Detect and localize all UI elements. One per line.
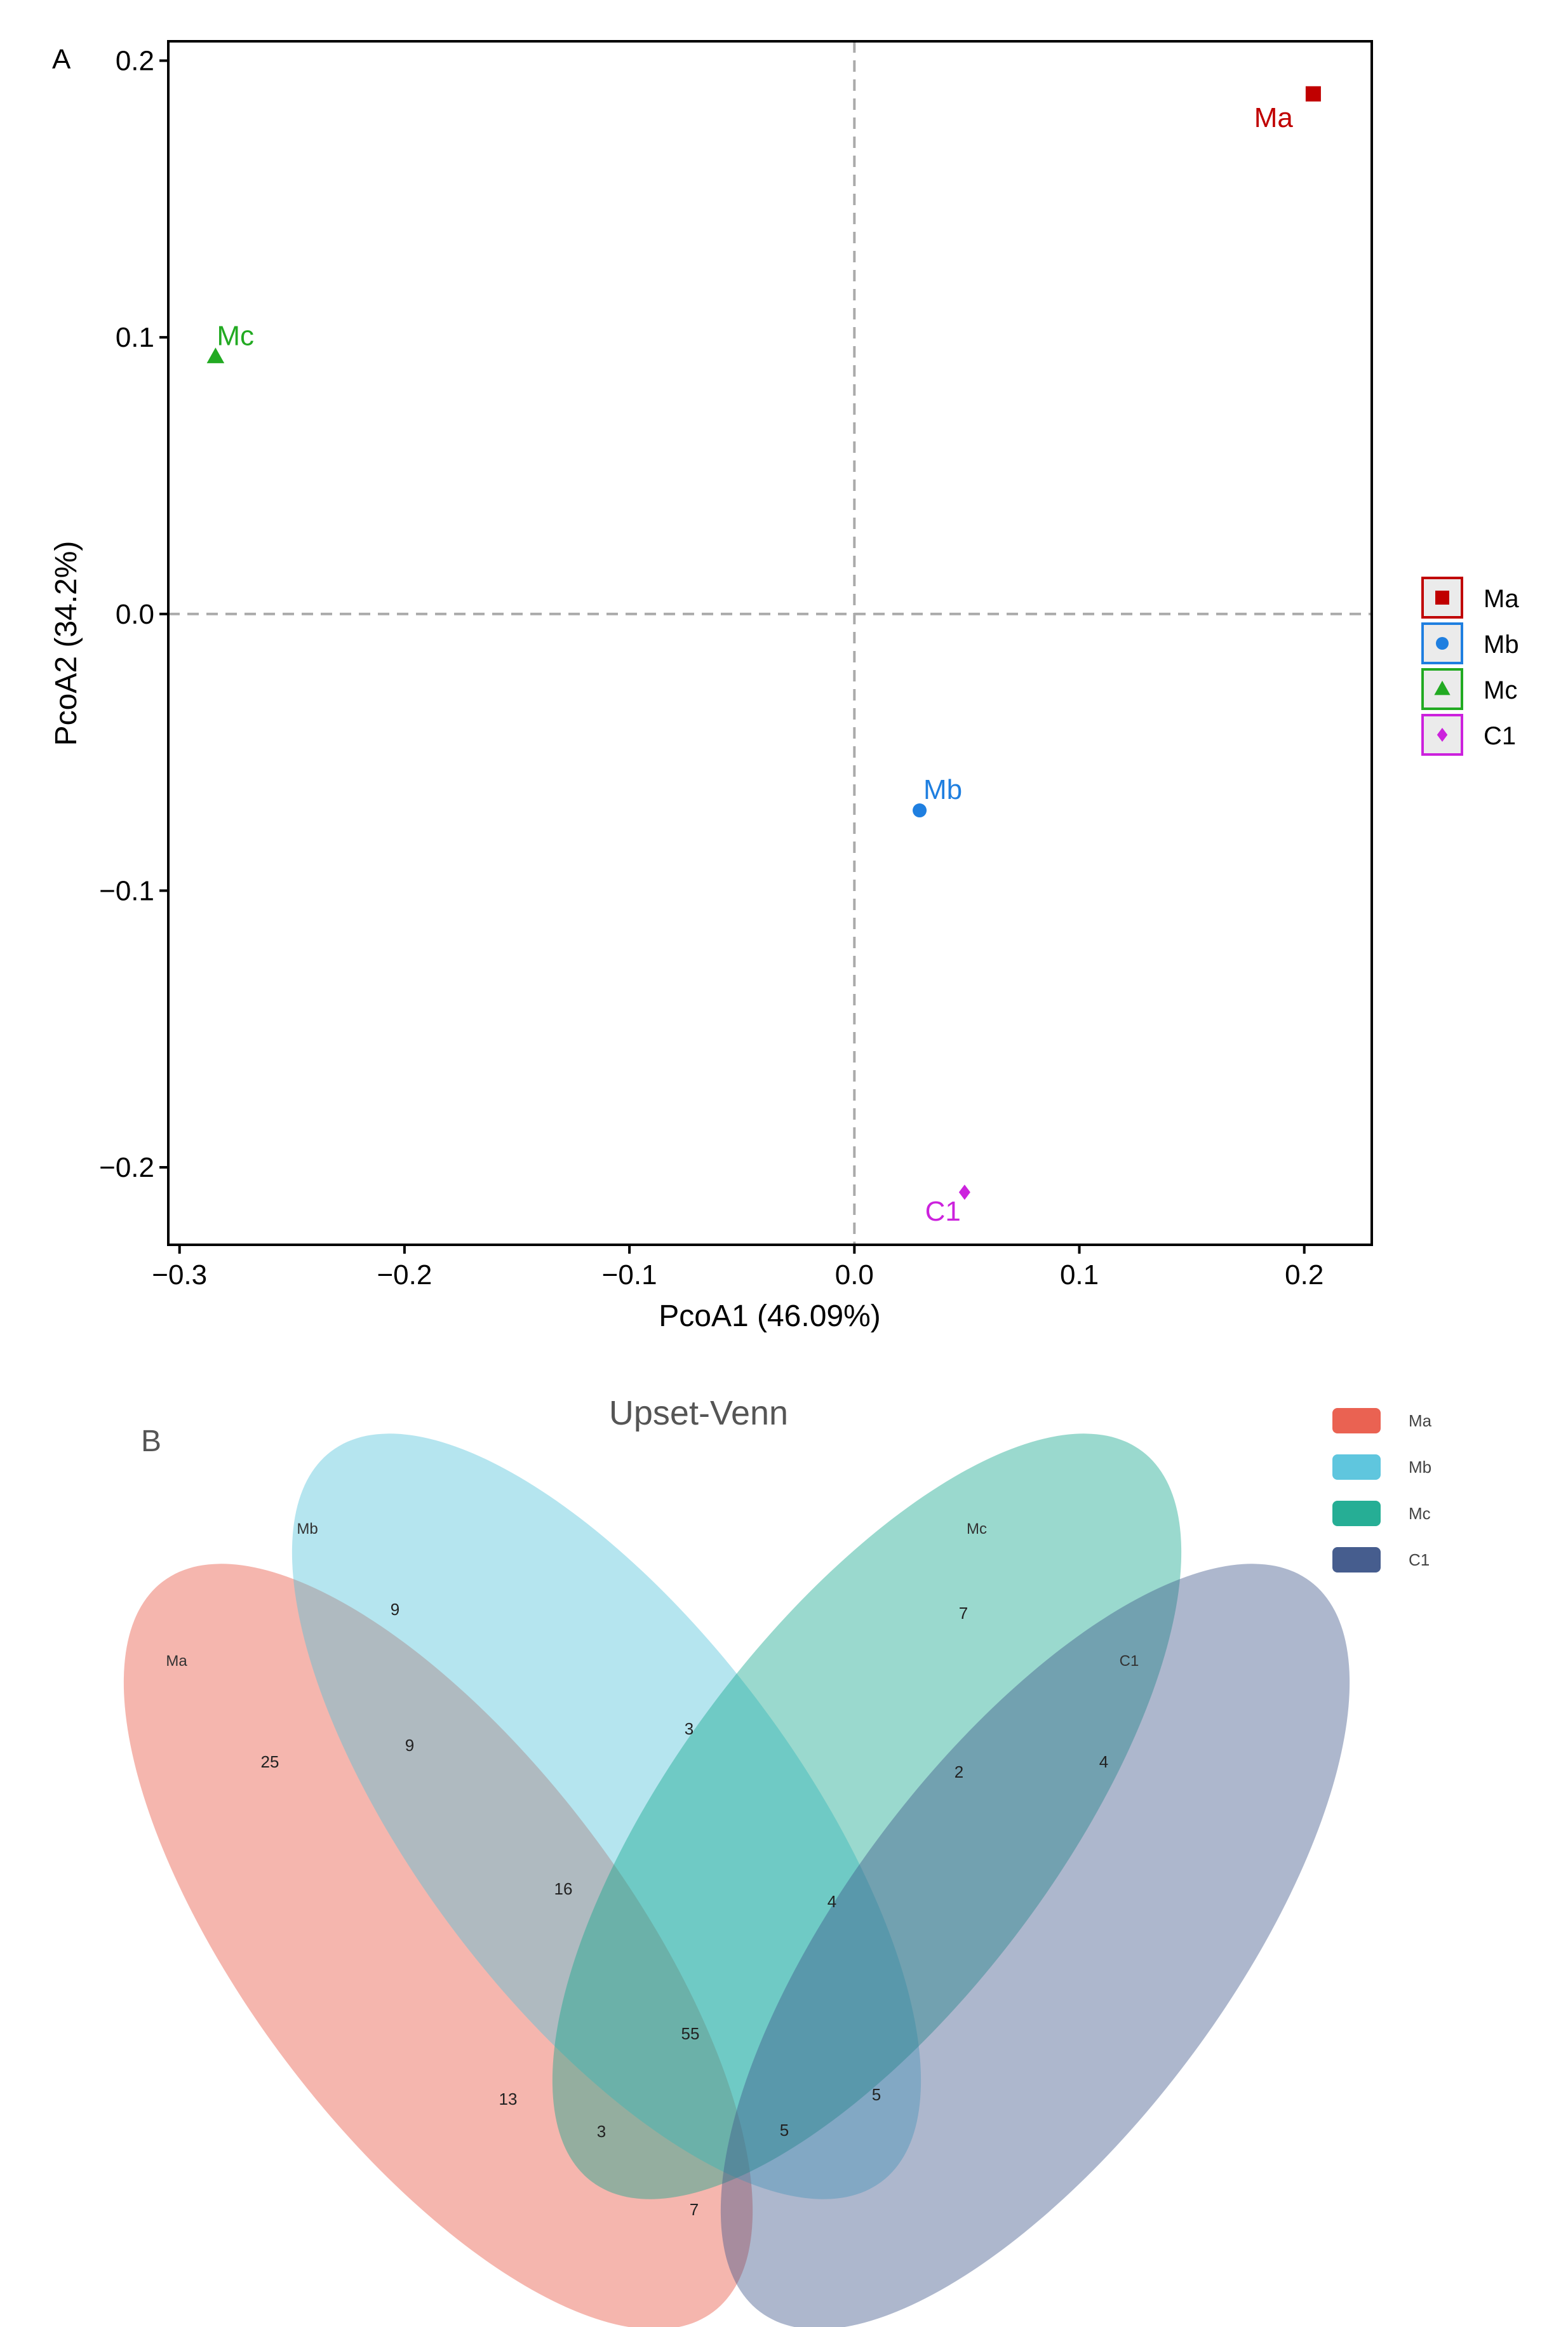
legend-marker-ma [1435,591,1449,605]
venn-count-mb-c1: 5 [872,2085,881,2104]
panel-label-a: A [52,44,71,75]
venn-legend-label-mc: Mc [1409,1504,1431,1523]
y-tick-label: −0.1 [99,875,154,906]
venn-count-ma-mb-mc: 16 [554,1879,573,1898]
venn-legend-swatch-ma [1332,1408,1381,1433]
venn-count-ma-c1: 7 [690,2200,699,2219]
venn-legend-swatch-c1 [1332,1547,1381,1573]
venn-title: Upset-Venn [609,1394,788,1432]
legend-marker-mb [1436,637,1449,650]
venn-count-mb-mc: 3 [685,1719,694,1738]
venn-count-mc: 7 [959,1604,968,1623]
pcoa-legend: Ma Mb Mc C1 [1421,577,1519,756]
x-tick-label: 0.2 [1285,1259,1323,1291]
point-label-mc: Mc [217,321,254,352]
y-axis-ticks: 0.2 0.1 0.0 −0.1 −0.2 [99,45,168,1183]
y-tick-label: −0.2 [99,1152,154,1183]
point-label-ma: Ma [1254,102,1294,133]
venn-legend-label-mb: Mb [1409,1458,1431,1477]
venn-ellipses [123,1433,1350,2327]
legend-label-mc: Mc [1484,676,1517,704]
venn-legend: Ma Mb Mc C1 [1332,1408,1432,1573]
venn-legend-swatch-mb [1332,1454,1381,1480]
x-tick-label: 0.0 [835,1259,874,1291]
x-tick-label: −0.3 [152,1259,207,1291]
reference-lines [168,41,1372,1245]
legend-label-mb: Mb [1484,631,1519,659]
x-tick-label: 0.1 [1060,1259,1099,1291]
x-tick-label: −0.1 [602,1259,657,1291]
venn-set-label-mc: Mc [967,1520,987,1538]
y-tick-label: 0.2 [116,45,154,76]
venn-count-ma-mb-c1: 5 [780,2121,789,2140]
point-mb [913,803,927,818]
venn-legend-label-ma: Ma [1409,1411,1432,1430]
venn-count-ma-mc-c1: 3 [597,2122,606,2141]
venn-count-ma: 25 [261,1752,279,1771]
y-axis-label: PcoA2 (34.2%) [50,541,83,746]
point-c1 [958,1184,970,1200]
legend-key-mb [1421,622,1463,664]
y-tick-label: 0.1 [116,322,154,353]
venn-ellipse-mb [291,1433,921,2199]
legend-label-ma: Ma [1484,585,1519,613]
venn-count-c1: 4 [1099,1752,1108,1771]
venn-ellipse-ma [123,1564,753,2327]
venn-legend-swatch-mc [1332,1501,1381,1526]
legend-marker-mc [1434,680,1451,695]
point-mc [206,347,225,363]
x-tick-label: −0.2 [377,1259,432,1291]
point-label-c1: C1 [925,1196,961,1227]
venn-set-label-ma: Ma [166,1653,187,1670]
panel-label-b: B [141,1425,161,1458]
point-ma [1305,86,1321,102]
legend-marker-c1 [1437,728,1448,742]
point-labels: Ma Mb Mc C1 [217,102,1293,1227]
venn-legend-label-c1: C1 [1409,1550,1430,1569]
x-axis-ticks: −0.3 −0.2 −0.1 0.0 0.1 0.2 [152,1245,1323,1291]
y-tick-label: 0.0 [116,599,154,630]
scatter-points [206,86,1321,1200]
venn-count-mb-mc-c1: 4 [828,1892,836,1911]
venn-set-label-mb: Mb [297,1520,318,1538]
point-label-mb: Mb [923,774,962,805]
venn-count-ma-mc: 13 [499,2089,518,2109]
plot-frame [167,40,1373,1246]
venn-ellipse-c1 [720,1564,1350,2327]
venn-ellipse-mc [552,1433,1182,2199]
venn-set-label-c1: C1 [1120,1653,1139,1670]
venn-count-mb: 9 [391,1600,399,1619]
legend-label-c1: C1 [1484,722,1516,750]
venn-count-mc-c1: 2 [955,1762,963,1781]
venn-count-ma-mb: 9 [405,1736,414,1755]
venn-set-labels: Ma Mb Mc C1 [166,1520,1139,1670]
venn-count-ma-mb-mc-c1: 55 [681,2024,700,2043]
x-axis-label: PcoA1 (46.09%) [659,1299,881,1333]
